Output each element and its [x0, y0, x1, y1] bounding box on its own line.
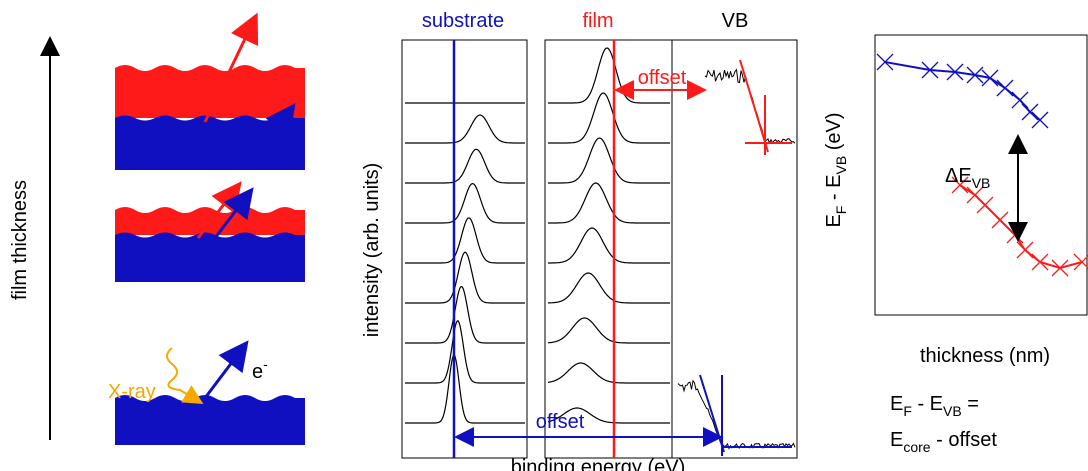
trend-marker: [1031, 111, 1049, 129]
trend-marker: [1011, 91, 1029, 109]
label-sub: F: [833, 206, 849, 215]
film-spectrum: [548, 47, 670, 104]
substrate-layer: [115, 115, 305, 170]
film-offset-label: offset: [638, 67, 687, 89]
vb-axis-label: EF - EVB (eV): [823, 112, 849, 227]
substrate-layer: [115, 395, 305, 445]
vb-spectrum: [704, 68, 796, 145]
substrate-spectrum: [405, 114, 525, 144]
substrate-spectrum: [405, 320, 525, 384]
substrate-offset-label: offset: [536, 411, 585, 433]
trend-marker: [1051, 259, 1069, 277]
substrate-spectrum: [405, 148, 525, 184]
film-layer: [115, 65, 305, 118]
film-spectrum: [548, 227, 670, 264]
label-sub: VB: [972, 175, 991, 191]
eq-sub: core: [903, 439, 930, 455]
electron-symbol: e: [252, 361, 263, 383]
substrate-header: substrate: [422, 10, 504, 32]
intensity-label: intensity (arb. units): [361, 163, 383, 338]
label-part: ΔE: [945, 165, 972, 187]
result-box: [874, 34, 1088, 316]
eq-part: - E: [912, 393, 943, 415]
photoelectron-arrow: [213, 187, 254, 239]
trend-marker: [921, 61, 939, 79]
eq-part: - offset: [931, 429, 998, 451]
label-sub: VB: [833, 156, 849, 175]
eq-part: E: [890, 393, 903, 415]
trend-marker: [951, 176, 969, 194]
electron-label: e-: [252, 356, 268, 383]
trend: [876, 53, 1088, 277]
trend-marker: [946, 63, 964, 81]
substrate-box: [401, 39, 528, 459]
trend-marker: [1021, 103, 1039, 121]
thickness-axis-label: thickness (nm): [920, 345, 1050, 367]
thickness-label: film thickness: [9, 180, 31, 300]
substrate-spectrum: [405, 285, 525, 344]
trend-marker: [1073, 253, 1088, 271]
trend-marker: [966, 66, 984, 84]
substrate-layer: [115, 232, 305, 282]
xray-label: X-ray: [108, 381, 156, 403]
trend-line: [884, 61, 1041, 121]
vb-box: [671, 39, 798, 459]
eq-part: =: [962, 393, 979, 415]
trend-marker: [876, 53, 894, 71]
spectra: [405, 47, 796, 450]
label-part: - E: [823, 175, 845, 206]
trend-marker: [1016, 241, 1034, 259]
equation-line: Ecore - offset: [890, 429, 997, 455]
binding-energy-label: binding energy (eV): [511, 457, 686, 471]
trend-marker: [996, 79, 1014, 97]
label-part: (eV): [823, 112, 845, 155]
electron-charge: -: [263, 356, 268, 372]
xray-beam: [166, 347, 204, 405]
vb-header: VB: [722, 10, 749, 32]
film-spectrum: [547, 362, 670, 384]
eq-sub: F: [903, 403, 912, 419]
trend-marker: [1031, 253, 1049, 271]
eq-sub: VB: [943, 403, 962, 419]
substrate-spectrum: [405, 354, 525, 424]
trend-marker: [981, 69, 999, 87]
vb-spectrum: [677, 379, 796, 450]
film-spectrum: [548, 92, 670, 144]
vb-edge-fit: [739, 59, 769, 153]
film-spectrum: [547, 407, 670, 424]
trend-marker: [991, 211, 1009, 229]
trend-marker: [1006, 226, 1024, 244]
film-header: film: [582, 10, 613, 32]
substrate-spectrum: [405, 217, 525, 264]
substrate-spectrum: [405, 182, 525, 224]
film-spectrum: [548, 272, 670, 304]
photoelectron-arrow: [203, 340, 249, 399]
film-spectrum: [547, 317, 670, 344]
vb-edge-fit: [699, 374, 725, 453]
equation-line: EF - EVB =: [890, 393, 979, 419]
film-spectrum: [548, 182, 670, 224]
photoelectron-arrow: [203, 12, 259, 123]
delta-label: ΔEVB: [945, 165, 990, 191]
trend-marker: [976, 196, 994, 214]
film-spectrum: [548, 137, 670, 184]
label-part: E: [823, 214, 845, 227]
substrate-spectrum: [405, 251, 525, 304]
photoelectron-arrow: [253, 103, 296, 159]
eq-part: E: [890, 429, 903, 451]
